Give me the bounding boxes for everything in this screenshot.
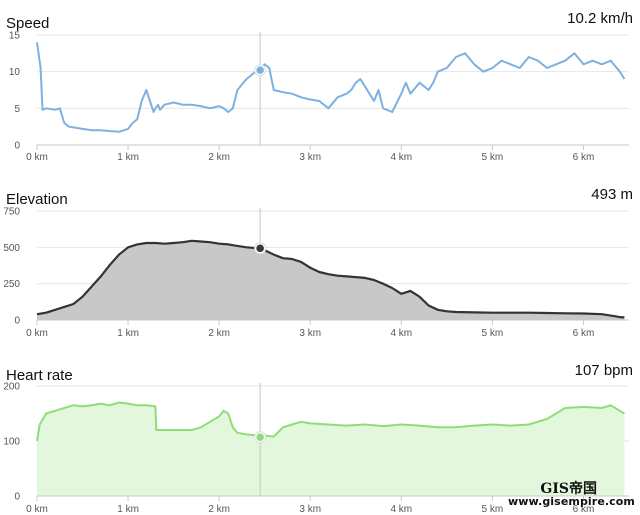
y-tick-label: 0 [14,141,20,152]
chart-3: 0 100 200 0 km 1 km 2 km 3 km 4 km 5 km 6 km Heart… [3,362,633,515]
y-tick-label: 500 [3,243,20,254]
chart-readout: 493 m [591,186,633,203]
watermark: GIS帝国 www.gisempire.com [508,478,635,512]
x-tick-label: 5 km [482,328,504,339]
chart-readout: 10.2 km/h [567,10,633,27]
y-tick-label: 10 [9,67,21,78]
chart-1: 0 5 10 15 0 km 1 km 2 km 3 km 4 km 5 km 6 km Speed 1… [6,10,633,163]
x-tick-label: 6 km [573,328,595,339]
series-line [36,401,625,442]
x-tick-label: 2 km [208,152,230,163]
x-tick-label: 4 km [390,328,412,339]
y-tick-label: 750 [3,207,20,218]
y-tick-label: 200 [3,382,20,393]
y-tick-label: 5 [14,104,20,115]
series-area [37,240,625,320]
y-tick-label: 250 [3,279,20,290]
x-tick-label: 0 km [26,504,48,515]
watermark-url: www.gisempire.com [507,495,635,508]
x-tick-label: 0 km [26,152,48,163]
chart-2: 0 250 500 750 0 km 1 km 2 km 3 km 4 km 5 km 6 km El… [3,186,633,339]
x-tick-label: 4 km [390,152,412,163]
y-tick-label: 100 [3,437,20,448]
x-tick-label: 4 km [390,504,412,515]
x-tick-label: 2 km [208,504,230,515]
x-tick-label: 1 km [117,152,139,163]
chart-title: Elevation [6,191,68,208]
hover-marker[interactable] [256,433,264,441]
y-tick-label: 0 [14,492,20,503]
x-tick-label: 0 km [26,328,48,339]
watermark-logo-text: GIS帝国 [540,481,597,497]
hover-marker[interactable] [256,66,264,74]
y-tick-label: 0 [14,316,20,327]
chart-title: Speed [6,15,49,32]
chart-readout: 107 bpm [575,362,633,379]
x-tick-label: 1 km [117,328,139,339]
x-tick-label: 3 km [299,152,321,163]
x-tick-label: 2 km [208,328,230,339]
series-line [36,42,626,133]
y-tick-label: 15 [9,31,21,42]
chart-title: Heart rate [6,367,73,384]
x-tick-label: 3 km [299,328,321,339]
x-tick-label: 5 km [482,504,504,515]
series-line [36,239,625,319]
x-tick-label: 6 km [573,152,595,163]
x-tick-label: 6 km [573,504,595,515]
x-tick-label: 5 km [482,152,504,163]
x-tick-label: 1 km [117,504,139,515]
x-tick-label: 3 km [299,504,321,515]
hover-marker[interactable] [256,244,264,253]
